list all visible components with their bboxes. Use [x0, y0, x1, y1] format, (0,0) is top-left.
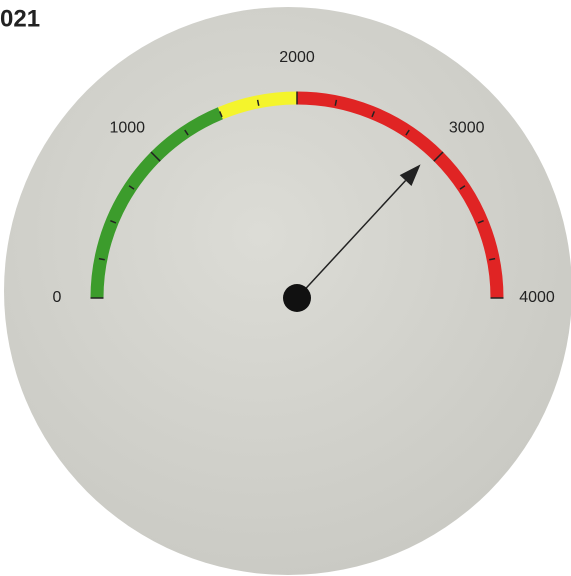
- major-tick: [433, 151, 444, 162]
- minor-tick: [371, 111, 375, 118]
- minor-tick: [128, 185, 135, 190]
- tick-label: 0: [53, 289, 62, 306]
- minor-tick: [110, 220, 117, 224]
- tick-label: 1000: [109, 120, 145, 137]
- needle-hub: [283, 284, 311, 312]
- minor-tick: [219, 111, 223, 118]
- tick-label: 4000: [519, 289, 555, 306]
- minor-tick: [489, 257, 496, 261]
- minor-tick: [256, 99, 260, 106]
- minor-tick: [98, 257, 105, 261]
- minor-tick: [184, 129, 189, 136]
- major-tick: [150, 151, 161, 162]
- needle-head: [399, 164, 421, 186]
- tick-label: 3000: [449, 120, 485, 137]
- tick-label: 2000: [279, 49, 315, 66]
- minor-tick: [334, 99, 338, 106]
- needle: [296, 179, 407, 299]
- minor-tick: [477, 220, 484, 224]
- minor-tick: [405, 129, 410, 136]
- chart-title: 021: [0, 5, 40, 32]
- minor-tick: [459, 185, 466, 190]
